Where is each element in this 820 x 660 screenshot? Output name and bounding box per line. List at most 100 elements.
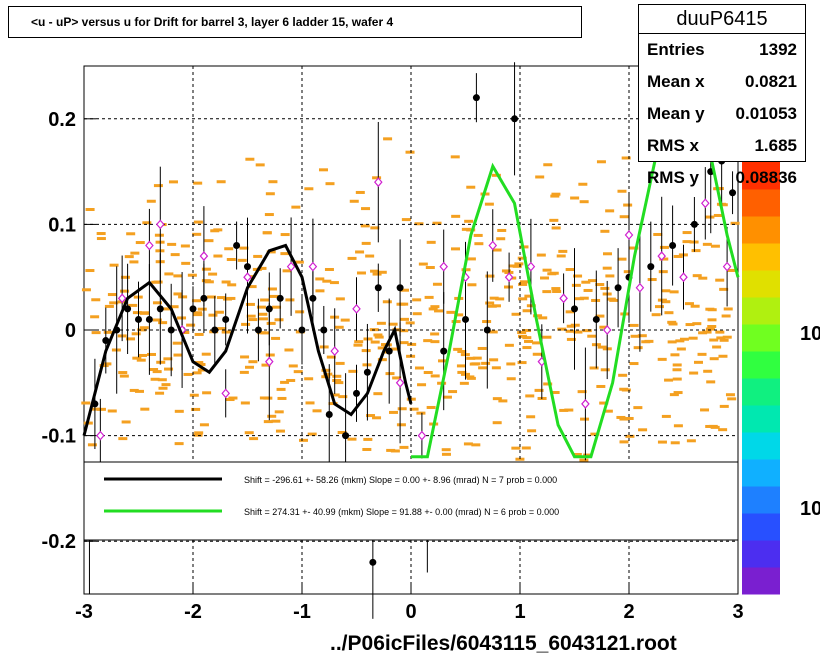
density-bin <box>181 261 191 265</box>
density-bin <box>244 365 254 369</box>
data-point <box>325 410 333 418</box>
density-bin <box>726 268 736 272</box>
legend-text: Shift = -296.61 +- 58.26 (mkm) Slope = 0… <box>244 475 557 485</box>
data-point-open <box>96 430 105 441</box>
density-bin <box>85 269 95 273</box>
data-point <box>374 284 382 292</box>
density-bin <box>134 389 144 393</box>
density-bin <box>258 317 268 321</box>
y-tick-label: -0.2 <box>42 531 76 553</box>
density-bin <box>676 347 686 351</box>
density-bin <box>201 279 211 283</box>
density-bin <box>214 310 224 314</box>
density-bin <box>570 196 580 200</box>
density-bin <box>191 407 201 411</box>
density-bin <box>664 378 674 382</box>
density-bin <box>423 339 433 343</box>
density-bin <box>377 346 387 350</box>
density-bin <box>363 337 373 341</box>
density-bin <box>521 329 531 333</box>
density-bin <box>338 395 348 399</box>
density-bin <box>332 374 342 378</box>
density-bin <box>388 322 398 326</box>
colorbar-cell <box>742 540 780 568</box>
density-bin <box>126 232 136 236</box>
density-bin <box>577 390 587 394</box>
density-bin <box>131 332 141 336</box>
data-point <box>385 347 393 355</box>
density-bin <box>174 442 184 446</box>
density-bin <box>405 321 415 325</box>
density-bin <box>249 437 259 441</box>
stats-row-rms-y: RMS y 0.08836 <box>639 162 805 194</box>
density-bin <box>551 287 561 291</box>
density-bin <box>280 252 290 256</box>
density-bin <box>263 396 273 400</box>
density-bin <box>142 221 152 225</box>
density-bin <box>682 240 692 244</box>
density-bin <box>155 391 165 395</box>
density-bin <box>719 338 729 342</box>
density-bin <box>469 362 479 366</box>
density-bin <box>224 247 234 251</box>
density-bin <box>659 257 669 261</box>
density-bin <box>284 348 294 352</box>
colorbar-label: 10 <box>800 498 820 520</box>
data-point-open <box>602 325 612 335</box>
density-bin <box>396 423 406 427</box>
density-bin <box>466 376 476 380</box>
density-bin <box>152 301 162 305</box>
colorbar-cell <box>742 297 780 325</box>
density-bin <box>672 377 682 381</box>
density-bin <box>583 288 593 292</box>
density-bin <box>670 441 680 445</box>
density-bin <box>705 307 715 311</box>
density-bin <box>192 371 202 375</box>
density-bin <box>119 289 129 293</box>
density-bin <box>497 228 507 232</box>
density-bin <box>638 428 648 432</box>
density-bin <box>533 314 543 318</box>
density-bin <box>430 374 440 378</box>
density-bin <box>730 221 740 225</box>
density-bin <box>91 331 101 335</box>
data-point-open <box>679 272 688 283</box>
density-bin <box>573 274 583 278</box>
colorbar-cell <box>742 189 780 217</box>
density-bin <box>693 360 703 364</box>
density-bin <box>477 346 487 350</box>
data-point-open <box>417 430 427 441</box>
density-bin <box>498 399 508 403</box>
density-bin <box>240 355 250 359</box>
density-bin <box>432 282 442 286</box>
density-bin <box>466 356 476 360</box>
density-bin <box>164 367 174 371</box>
colorbar-cell <box>742 216 780 244</box>
density-bin <box>347 437 357 441</box>
density-bin <box>277 396 287 400</box>
density-bin <box>372 272 382 276</box>
data-point <box>472 94 480 102</box>
density-bin <box>624 416 634 420</box>
density-bin <box>361 207 371 211</box>
density-bin <box>599 325 609 329</box>
density-bin <box>268 180 278 184</box>
data-point <box>729 189 737 197</box>
density-bin <box>153 280 163 284</box>
data-point <box>440 347 448 355</box>
density-bin <box>194 361 204 365</box>
density-bin <box>725 393 735 397</box>
density-bin <box>707 318 717 322</box>
density-bin <box>401 218 411 222</box>
density-bin <box>688 336 698 340</box>
density-bin <box>201 267 211 271</box>
data-point-open <box>308 261 318 272</box>
density-bin <box>605 209 615 213</box>
density-bin <box>446 310 456 314</box>
data-point-open <box>701 198 710 209</box>
density-bin <box>128 303 138 307</box>
density-bin <box>139 311 149 315</box>
density-bin <box>556 254 566 258</box>
density-bin <box>386 448 396 452</box>
density-bin <box>668 322 678 326</box>
